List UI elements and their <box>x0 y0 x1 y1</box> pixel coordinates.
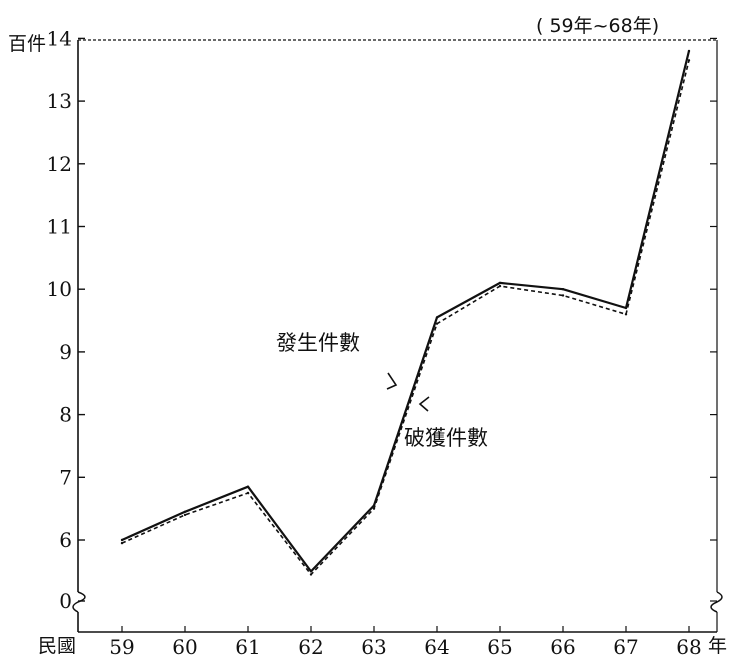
x-tick-label-68: 68 <box>676 635 701 659</box>
series-annotation-occurred: 發生件數 <box>276 331 360 355</box>
x-tick-label-62: 62 <box>298 635 323 659</box>
y-tick-label-7: 7 <box>59 465 72 489</box>
data-point-occurred-68 <box>687 49 691 53</box>
series-annotation-solved: 破獲件數 <box>404 426 488 450</box>
data-point-solved-62 <box>309 573 313 576</box>
y-tick-label-10: 10 <box>47 277 72 301</box>
data-point-occurred-65 <box>498 281 502 285</box>
y-tick-label-14: 14 <box>47 26 72 50</box>
plot-frame <box>72 39 723 633</box>
x-tick-label-65: 65 <box>487 635 512 659</box>
y-tick-label-13: 13 <box>47 89 72 113</box>
y-unit-label: 百件 <box>8 33 46 55</box>
data-point-occurred-67 <box>624 306 628 310</box>
x-tick-label-61: 61 <box>235 635 260 659</box>
x-suffix-label: 年 <box>708 635 727 657</box>
data-point-solved-64 <box>435 322 439 325</box>
data-point-occurred-61 <box>246 485 250 488</box>
series-lines <box>120 49 691 576</box>
data-point-occurred-59 <box>120 538 124 542</box>
right-axis-break <box>710 591 723 613</box>
data-point-solved-60 <box>183 513 187 517</box>
x-tick-label-59: 59 <box>109 635 134 659</box>
data-point-solved-63 <box>372 507 376 510</box>
data-point-occurred-62 <box>309 570 313 573</box>
y-tick-label-12: 12 <box>47 152 72 176</box>
annotation-pointer-occurred <box>386 372 398 390</box>
y-tick-label-6: 6 <box>59 528 72 552</box>
series-line-occurred <box>121 50 691 573</box>
y-tick-labels: 0 6 7 8 9 10 11 12 13 14 <box>47 26 72 613</box>
x-prefix-label: 民國 <box>38 635 76 657</box>
y-tick-label-9: 9 <box>59 340 72 364</box>
x-tick-labels: 59 60 61 62 63 64 65 66 67 68 <box>109 635 701 659</box>
x-tick-label-67: 67 <box>613 635 638 659</box>
x-tick-label-63: 63 <box>361 635 386 659</box>
x-tick-label-66: 66 <box>550 635 575 659</box>
axis-ticks <box>78 37 717 632</box>
data-point-solved-65 <box>498 284 502 288</box>
y-axis-break <box>72 591 86 613</box>
data-point-solved-68 <box>687 59 691 62</box>
x-tick-label-64: 64 <box>424 635 449 659</box>
annotation-pointer-solved <box>418 396 430 412</box>
data-point-solved-59 <box>120 541 124 545</box>
period-label: ( 59年~68年) <box>536 15 659 37</box>
x-tick-label-60: 60 <box>172 635 197 659</box>
y-tick-label-0: 0 <box>59 589 72 613</box>
data-point-solved-61 <box>246 491 250 495</box>
data-point-occurred-66 <box>561 288 565 291</box>
data-point-solved-66 <box>561 294 565 297</box>
y-tick-label-11: 11 <box>47 215 72 239</box>
data-point-occurred-64 <box>435 316 439 319</box>
data-point-occurred-60 <box>183 510 187 513</box>
y-tick-label-8: 8 <box>59 403 72 427</box>
data-point-solved-67 <box>624 313 628 316</box>
series-line-solved <box>121 60 690 576</box>
